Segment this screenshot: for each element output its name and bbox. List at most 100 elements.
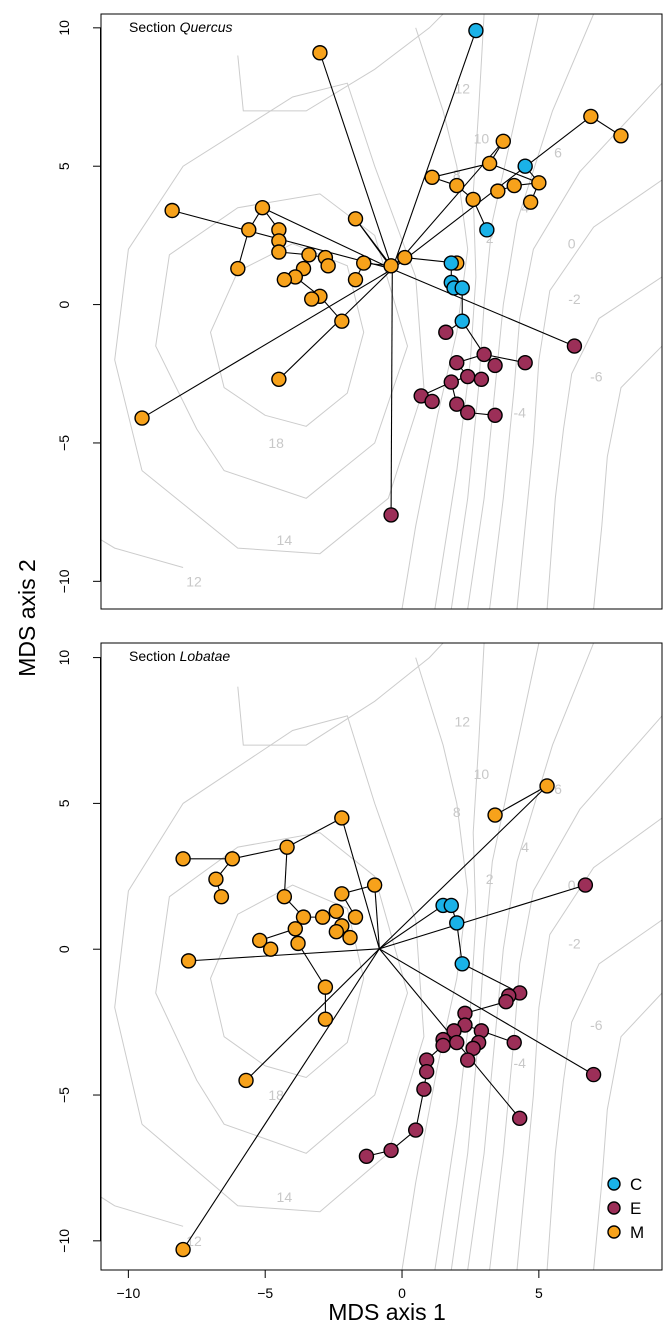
point-E xyxy=(506,1034,522,1051)
contour-label: -4 xyxy=(513,405,526,421)
point-E xyxy=(449,1034,465,1051)
point-E xyxy=(498,994,514,1010)
contour-line xyxy=(489,82,662,609)
x-tick-label: 5 xyxy=(535,1285,543,1301)
tree-edge xyxy=(283,847,288,897)
point-M xyxy=(279,839,295,855)
point-M xyxy=(495,133,511,150)
contour-line xyxy=(114,82,425,555)
contour-label: 6 xyxy=(554,144,562,160)
point-C xyxy=(443,897,459,914)
point-E xyxy=(435,1037,451,1054)
contour-line xyxy=(237,14,444,112)
contour-line xyxy=(434,643,485,1270)
point-M xyxy=(342,929,358,946)
x-axis-title: MDS axis 1 xyxy=(328,1299,446,1325)
contour-label: 2 xyxy=(486,871,494,887)
point-E xyxy=(585,1066,602,1083)
contour-line xyxy=(546,919,662,1270)
tree-edge xyxy=(188,948,380,962)
point-E xyxy=(487,407,503,423)
contour-line xyxy=(237,643,444,746)
contour-label: 12 xyxy=(454,81,470,97)
point-M xyxy=(238,1072,254,1089)
contour-line xyxy=(450,14,540,609)
tree-edges xyxy=(141,30,622,515)
contour-line xyxy=(593,992,662,1270)
contour-line xyxy=(155,193,409,499)
point-E xyxy=(566,338,583,354)
contour-line xyxy=(516,179,662,609)
legend-marker-M xyxy=(607,1225,621,1239)
contour-label: 10 xyxy=(474,131,490,147)
panel-title: Section Lobatae xyxy=(129,648,230,664)
contour-label: 6 xyxy=(554,781,562,797)
contour-line xyxy=(434,14,485,609)
contour-label: 18 xyxy=(268,1087,284,1103)
point-E xyxy=(460,1052,476,1068)
y-tick-label: 0 xyxy=(56,945,72,953)
contour-line xyxy=(489,715,662,1270)
tree-edge xyxy=(262,207,393,270)
y-tick-label: 0 xyxy=(56,300,72,308)
point-M xyxy=(134,410,150,426)
contour-label: 4 xyxy=(521,839,529,855)
tree-edge xyxy=(379,905,444,950)
point-M xyxy=(314,909,331,925)
point-C xyxy=(454,280,470,296)
tree-edge xyxy=(297,943,326,988)
point-E xyxy=(424,393,440,410)
point-E xyxy=(383,1142,399,1159)
point-M xyxy=(230,260,246,277)
contour-label: -2 xyxy=(568,291,581,307)
tree-edge xyxy=(319,52,393,270)
point-M xyxy=(347,211,364,227)
contour-line xyxy=(401,657,469,1270)
y-axis-title: MDS axis 2 xyxy=(14,559,40,677)
point-E xyxy=(460,368,476,385)
tree-edge xyxy=(378,785,548,950)
point-M xyxy=(254,200,271,216)
point-M xyxy=(481,155,498,172)
contour-label: -2 xyxy=(568,935,581,951)
contour-line xyxy=(101,539,184,568)
contour-line xyxy=(155,832,409,1154)
tree-edge xyxy=(494,785,548,816)
point-C xyxy=(468,22,484,39)
contour-label: 0 xyxy=(568,877,576,893)
contour-label: 18 xyxy=(268,435,284,451)
tree-edge xyxy=(374,885,380,949)
contour-labels: 18 14 12 12 10 8 6 4 2 0 -2 -4 -6 xyxy=(186,714,603,1249)
point-M xyxy=(506,177,522,194)
point-M xyxy=(328,924,345,940)
point-M xyxy=(241,222,257,238)
x-tick-label: −5 xyxy=(257,1285,273,1301)
point-M xyxy=(347,271,364,288)
tree-edge xyxy=(379,948,594,1076)
y-tick-label: −10 xyxy=(56,569,72,593)
tree-edge xyxy=(232,846,288,860)
point-M xyxy=(397,249,413,266)
y-axis: −10 −5 0 5 10 xyxy=(56,650,101,1253)
point-E xyxy=(449,354,465,371)
point-M xyxy=(366,877,383,893)
y-tick-label: −10 xyxy=(56,1229,72,1253)
legend-label-C: C xyxy=(630,1175,642,1194)
point-M xyxy=(531,175,547,191)
point-M xyxy=(208,871,224,887)
contour-label: -6 xyxy=(590,1017,603,1033)
tree-edge xyxy=(355,218,392,267)
contour-line xyxy=(101,1196,184,1227)
y-tick-label: −5 xyxy=(56,435,72,451)
point-C xyxy=(517,158,533,174)
point-M xyxy=(490,183,506,199)
point-M xyxy=(213,889,230,905)
contour-label: 10 xyxy=(474,766,490,782)
point-M xyxy=(522,194,539,210)
legend-marker-C xyxy=(607,1177,621,1191)
legend-label-M: M xyxy=(630,1223,644,1242)
x-axis: −10 −5 0 5 xyxy=(116,1270,543,1301)
legend: CEM xyxy=(607,1175,644,1242)
contour-label: 4 xyxy=(521,200,529,216)
